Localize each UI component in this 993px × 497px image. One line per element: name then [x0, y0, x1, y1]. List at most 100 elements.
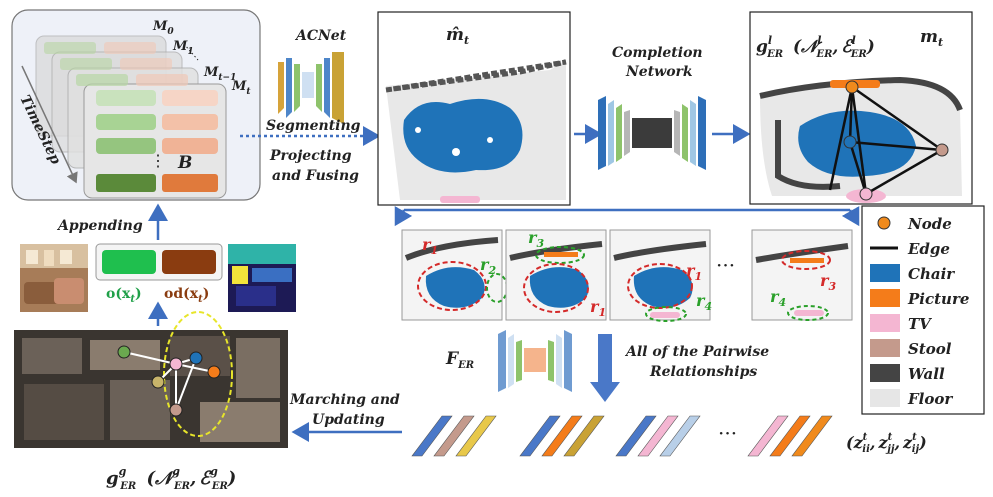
legend-mark-node	[877, 216, 891, 230]
legend-mark-picture	[870, 289, 900, 307]
pair-crop-4: r3 r4	[751, 229, 853, 321]
rgb-image	[20, 244, 88, 312]
z-bar-3-1	[769, 415, 811, 457]
mt-label: M	[231, 79, 247, 94]
projecting-label-1: Projecting	[269, 148, 352, 164]
z-bar-2-2	[659, 415, 701, 457]
legend-item-edge: Edge	[870, 240, 950, 258]
svg-text:Mt: Mt	[231, 79, 251, 97]
global-map	[14, 311, 288, 448]
b-label: B	[177, 153, 192, 173]
m0-label: M	[152, 19, 168, 34]
acnet-block: ACNet	[278, 28, 347, 124]
fer-network: FER	[445, 330, 572, 392]
svg-text:r3: r3	[528, 228, 544, 250]
legend-item-node: Node	[877, 215, 952, 233]
z-bar-3-0	[747, 415, 789, 457]
pairwise-label-1: All of the Pairwise	[624, 344, 769, 360]
mhat-label: m̂	[446, 25, 464, 45]
legend-item-wall: Wall	[870, 364, 945, 383]
pair-r1-label: r	[422, 235, 432, 254]
svg-text:r1: r1	[590, 297, 606, 319]
mt-map-label: m	[920, 27, 938, 47]
od-feature-label: od(xt)	[164, 286, 209, 305]
z-bar-1-1	[541, 415, 583, 457]
legend-mark-wall	[870, 364, 900, 382]
legend-label-stool: Stool	[908, 340, 952, 358]
legend-mark-floor	[870, 389, 900, 407]
completion-network: Completion Network	[598, 45, 706, 170]
z-label: (zt ii, zt jj, zt ij)	[846, 432, 927, 455]
legend-item-chair: Chair	[870, 264, 955, 283]
legend: Node Edge Chair Picture TV Stool Wall Floor	[861, 205, 985, 415]
svg-text:M1: M1	[172, 39, 194, 57]
legend-item-stool: Stool	[870, 339, 952, 358]
z-bar-0-1	[433, 415, 475, 457]
svg-text:r2: r2	[480, 255, 496, 277]
pair-r4-label: r	[696, 291, 706, 310]
svg-text:r4: r4	[696, 291, 712, 313]
legend-label-node: Node	[907, 215, 952, 233]
svg-text:mt: mt	[920, 27, 943, 49]
z-vectors	[411, 415, 833, 457]
pairs-dots: ···	[716, 253, 735, 277]
z-bar-1-0	[519, 415, 561, 457]
completion-label-2: Network	[625, 64, 693, 80]
pair-r3-label: r	[528, 228, 538, 247]
timestep-panel: ⋮ B M0 M1 Mt−1 Mt TimeStep	[11, 9, 261, 201]
legend-label-picture: Picture	[907, 290, 969, 308]
m1-label: M	[172, 39, 188, 54]
svg-text:Mt−1: Mt−1	[203, 65, 236, 83]
z-bar-2-0	[615, 415, 657, 457]
pair-crop-1: r1 r2	[401, 229, 508, 321]
pair-r2-label: r	[480, 255, 490, 274]
pairwise-label-2: Relationships	[649, 364, 757, 380]
pairwise-arrow	[590, 334, 620, 402]
global-graph-label: gg ER (𝒩g ER, ℰg ER)	[106, 465, 236, 494]
local-graph-label: g	[756, 37, 768, 57]
mt1-label: M	[203, 65, 219, 80]
svg-text:r1: r1	[686, 261, 702, 283]
svg-text:r1: r1	[422, 235, 438, 257]
z-bar-0-2	[455, 415, 497, 457]
semantic-map-mhat: m̂t	[377, 11, 571, 206]
fer-label: F	[445, 349, 460, 369]
timestep-dots: ⋮	[150, 151, 166, 170]
z-bar-0-0	[411, 415, 453, 457]
projecting-label-2: and Fusing	[272, 168, 359, 184]
pair-crop-3: r1 r4	[609, 229, 712, 322]
legend-mark-tv	[870, 314, 900, 332]
z-bar-2-1	[637, 415, 679, 457]
svg-text:M0: M0	[152, 19, 174, 37]
legend-label-edge: Edge	[907, 240, 950, 258]
completed-map-mt: mt gl ER (𝒩l ER, ℰl ER)	[749, 11, 973, 205]
legend-mark-stool	[870, 339, 900, 357]
marching-label-1: Marching and	[289, 392, 400, 408]
feature-box	[95, 243, 223, 281]
depth-image	[228, 244, 296, 312]
legend-label-floor: Floor	[907, 390, 953, 408]
legend-label-tv: TV	[908, 315, 932, 333]
legend-item-tv: TV	[870, 314, 932, 333]
svg-text:m̂t: m̂t	[446, 25, 469, 47]
legend-label-chair: Chair	[908, 265, 955, 283]
legend-mark-chair	[870, 264, 900, 282]
z-bar-3-2	[791, 415, 833, 457]
completion-label-1: Completion	[612, 45, 703, 61]
segmenting-label: Segmenting	[266, 118, 361, 134]
o-feature-label: o(xt)	[106, 286, 142, 305]
z-dots: ···	[718, 421, 737, 445]
appending-label: Appending	[56, 218, 143, 234]
svg-text:r4: r4	[770, 287, 786, 309]
acnet-title: ACNet	[294, 28, 347, 44]
z-bar-1-2	[563, 415, 605, 457]
legend-label-wall: Wall	[908, 365, 945, 383]
pair-crop-2: r3 r1	[505, 228, 607, 321]
marching-label-2: Updating	[312, 412, 385, 428]
legend-item-picture: Picture	[870, 289, 969, 308]
legend-item-floor: Floor	[870, 389, 953, 408]
svg-text:FER: FER	[445, 349, 474, 371]
svg-text:r3: r3	[820, 271, 836, 293]
